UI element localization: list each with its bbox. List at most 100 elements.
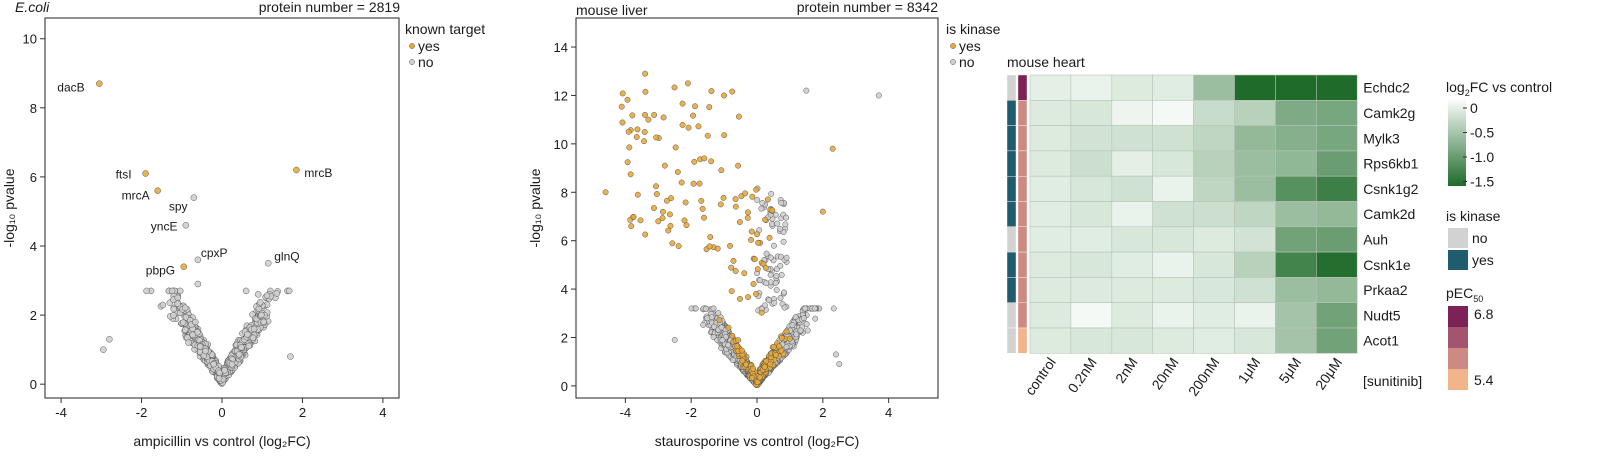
ecoli-point-mrcb <box>293 166 300 174</box>
ecoli-label-glnq: glnQ <box>274 249 299 263</box>
liver-point <box>803 87 810 94</box>
liver-target-point <box>663 197 670 204</box>
heatmap-cell <box>1275 201 1317 228</box>
ecoli-point <box>182 326 189 334</box>
heatmap-row-label: Auh <box>1363 231 1388 247</box>
liver-target-point <box>667 222 674 229</box>
liver-y-tick-label: 10 <box>554 137 568 152</box>
liver-point <box>702 305 709 312</box>
heatmap-column-label: 2nM <box>1112 355 1141 386</box>
ecoli-point <box>202 347 209 355</box>
liver-point <box>780 238 787 245</box>
liver-point <box>700 321 707 328</box>
kinase-annotation-cell <box>1006 226 1017 253</box>
pec50-swatch <box>1448 327 1468 348</box>
ecoli-point <box>249 334 257 342</box>
heatmap-cell <box>1193 226 1235 253</box>
heatmap-cell <box>1070 327 1113 354</box>
liver-target-point <box>696 180 703 187</box>
ecoli-point <box>287 353 294 360</box>
pec50-legend-title: pEC50 <box>1446 285 1483 304</box>
heatmap-column-label: 20μM <box>1312 355 1345 393</box>
liver-point <box>777 225 784 232</box>
heatmap-cell <box>1193 277 1235 303</box>
heatmap-cell <box>1152 201 1194 228</box>
ecoli-y-tick-label: 0 <box>30 377 37 392</box>
liver-point <box>774 220 781 227</box>
heatmap-cell <box>1070 201 1113 228</box>
heatmap-row-label: Prkaa2 <box>1363 282 1408 298</box>
liver-protein-number: protein number = 8342 <box>797 0 938 15</box>
liver-target-point <box>655 218 662 225</box>
liver-point <box>763 280 770 287</box>
liver-target-point <box>736 219 743 226</box>
liver-target-point <box>602 189 609 196</box>
liver-target-point <box>735 337 742 344</box>
heatmap-cell <box>1193 201 1235 228</box>
liver-target-point <box>756 374 763 381</box>
fc-legend-tick-label: 0 <box>1470 100 1478 116</box>
liver-target-point <box>742 190 749 197</box>
liver-target-point <box>737 295 743 302</box>
liver-target-point <box>679 121 686 128</box>
kinase-annotation-cell <box>1006 125 1017 152</box>
ecoli-point <box>235 351 243 358</box>
pec50-annotation-cell <box>1017 302 1028 329</box>
liver-point <box>797 327 804 334</box>
liver-target-point <box>707 234 714 240</box>
pec50-swatch <box>1448 306 1468 327</box>
ecoli-label-pbpg: pbpG <box>146 264 175 278</box>
heatmap-cell <box>1316 302 1358 329</box>
heatmap-cell <box>1152 302 1194 329</box>
ecoli-point <box>210 360 217 368</box>
liver-point <box>758 205 765 212</box>
liver-target-point <box>750 281 757 287</box>
pec50-annotation-cell <box>1017 251 1028 278</box>
liver-target-point <box>708 88 715 95</box>
liver-target-point <box>706 104 713 111</box>
liver-point <box>773 287 780 293</box>
liver-target-point <box>764 196 771 203</box>
liver-point <box>801 315 807 322</box>
kinase-annotation-cell <box>1006 277 1017 303</box>
liver-target-point <box>619 119 626 126</box>
liver-point <box>789 322 796 329</box>
ecoli-legend-yes-marker <box>409 43 415 49</box>
heatmap-cell <box>1275 175 1317 202</box>
kinase-legend-title: is kinase <box>1446 208 1501 224</box>
ecoli-point <box>215 375 223 382</box>
ecoli-y-tick-label: 6 <box>30 170 37 185</box>
liver-target-point <box>633 134 640 140</box>
heatmap-cell <box>1070 125 1113 152</box>
ecoli-legend-title: known target <box>405 21 485 37</box>
liver-point <box>781 289 788 296</box>
ecoli-point <box>100 346 107 353</box>
heatmap-cell <box>1111 302 1154 329</box>
heatmap-cell <box>1070 74 1113 101</box>
liver-target-point <box>669 240 676 247</box>
ecoli-x-tick-label: 2 <box>299 405 306 420</box>
liver-target-point <box>653 134 660 141</box>
liver-point <box>671 336 678 343</box>
liver-plot-frame <box>575 17 939 399</box>
liver-target-point <box>773 352 779 358</box>
ecoli-point <box>159 301 167 309</box>
liver-target-point <box>721 92 728 99</box>
ecoli-point <box>170 312 177 319</box>
liver-x-axis-label: staurosporine vs control (log₂FC) <box>655 433 860 449</box>
heatmap-cell <box>1029 150 1072 177</box>
liver-point <box>778 199 785 206</box>
heatmap-cell <box>1316 150 1358 177</box>
liver-point <box>777 262 784 269</box>
heatmap-cell <box>1234 226 1276 253</box>
liver-x-tick-label: 2 <box>819 405 826 420</box>
liver-volcano-plot: mouse liver protein number = 8342 -4 -2 0 2… <box>527 0 1001 449</box>
liver-point <box>778 272 785 278</box>
liver-point <box>708 314 715 321</box>
ecoli-point <box>254 291 262 298</box>
ecoli-point <box>179 319 187 326</box>
heatmap-cell <box>1070 150 1113 177</box>
liver-target-point <box>624 159 631 166</box>
ecoli-point <box>258 311 265 319</box>
liver-target-point <box>750 365 757 372</box>
